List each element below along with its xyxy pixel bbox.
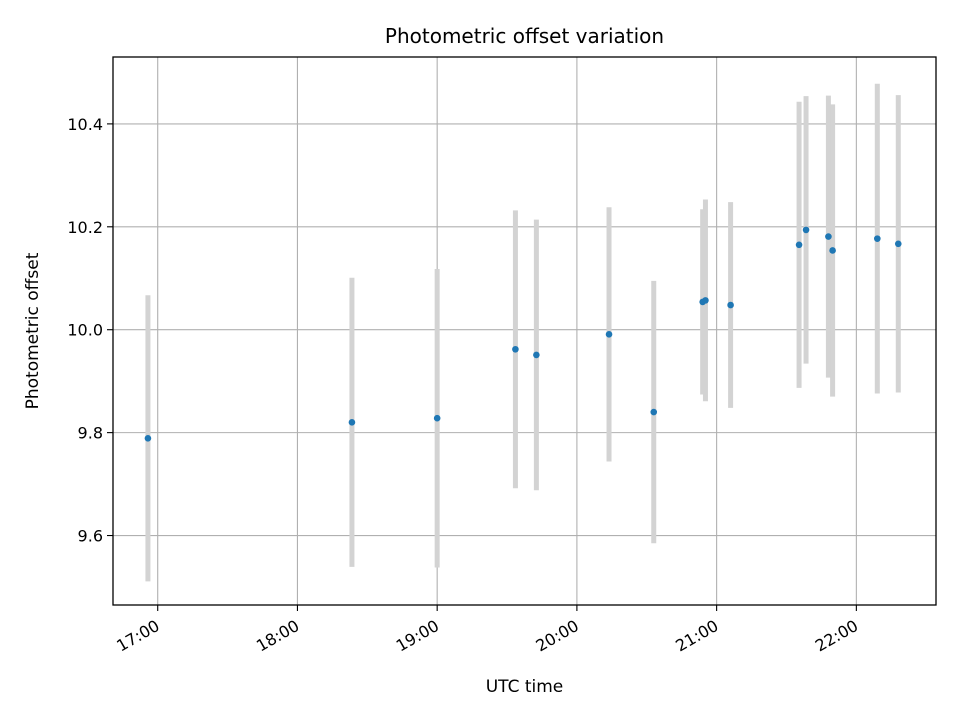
y-tick-label: 10.0 [67,321,103,340]
data-point [727,301,734,309]
data-point [605,331,613,338]
data-point [802,226,810,234]
y-tick-label: 9.6 [78,527,103,546]
data-point [702,297,709,304]
y-tick-label: 10.2 [67,218,103,237]
data-point [433,414,441,422]
plot-frame [112,56,937,606]
data-point [795,241,803,249]
x-axis-label: UTC time [486,677,564,697]
chart-title: Photometric offset variation [385,24,664,48]
data-point [348,419,356,426]
data-point [650,408,658,416]
data-point [825,233,832,240]
data-point [894,240,902,248]
data-point [829,247,836,254]
data-point [533,351,540,359]
data-points [144,226,902,442]
data-point [144,434,152,442]
y-tick-label: 9.8 [78,424,103,443]
y-axis-label: Photometric offset [23,252,43,409]
data-point [874,235,881,242]
y-tick-label: 10.4 [67,115,103,134]
data-point [512,345,519,353]
